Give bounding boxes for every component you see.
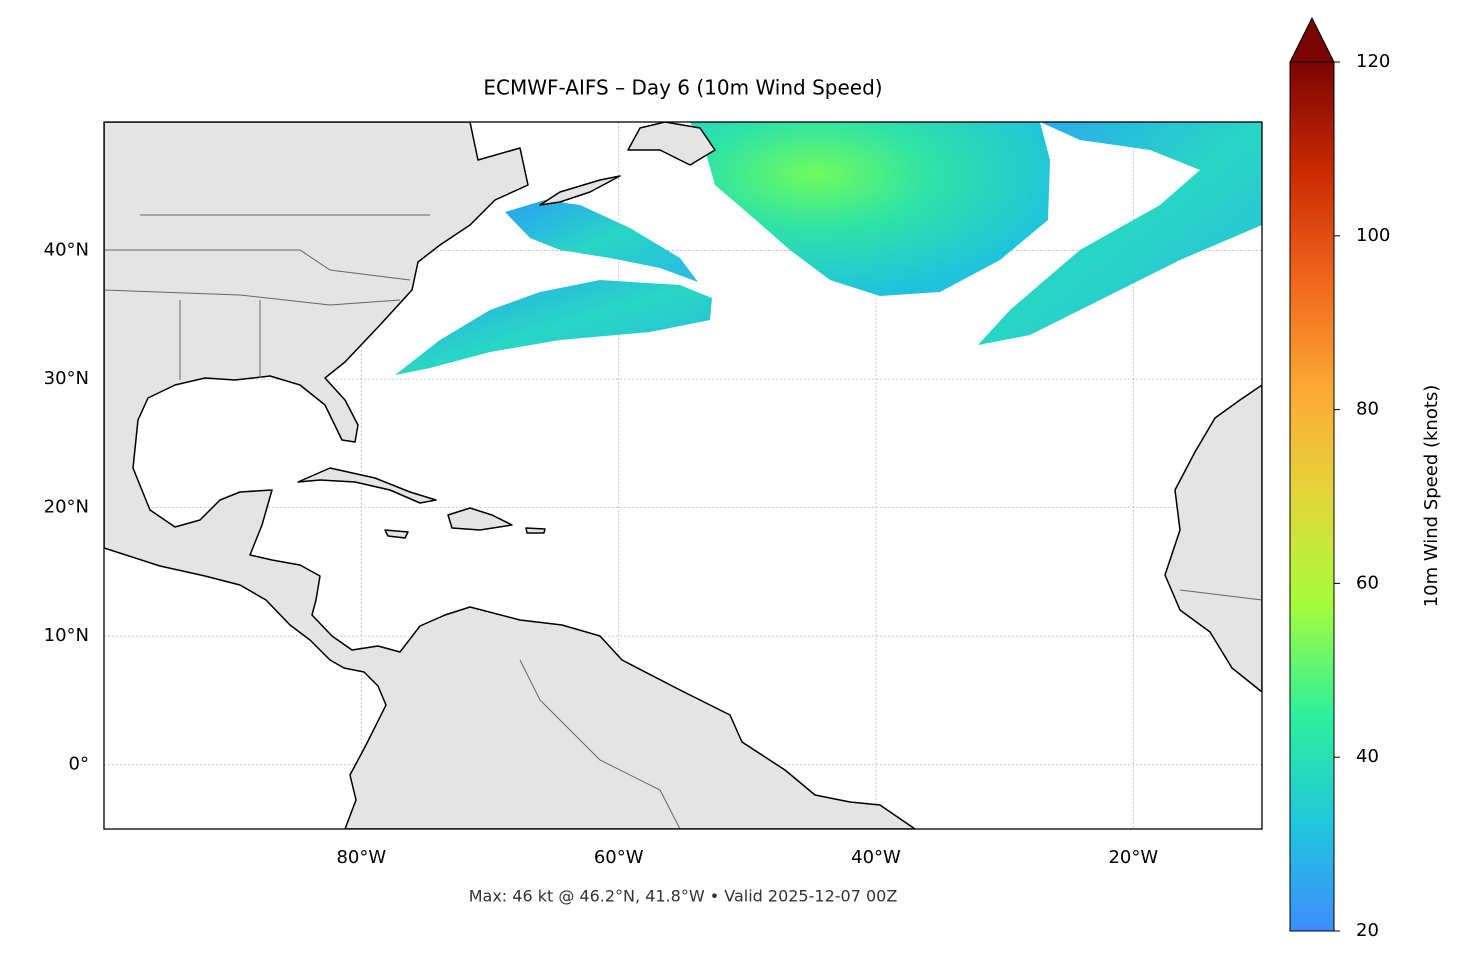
colorbar-tick-label: 100 [1356, 225, 1390, 246]
colorbar-tick-label: 120 [1356, 51, 1390, 72]
border [104, 289, 401, 306]
chart-title: ECMWF-AIFS – Day 6 (10m Wind Speed) [483, 76, 882, 100]
island [539, 175, 621, 206]
island [447, 507, 513, 531]
y-tick-label: 10°N [44, 625, 89, 646]
colorbar-tick-label: 20 [1356, 920, 1379, 941]
x-tick-label: 20°W [1108, 847, 1158, 868]
island [525, 527, 546, 534]
colorbar-tick-label: 40 [1356, 746, 1379, 767]
footer-note: Max: 46 kt @ 46.2°N, 41.8°W • Valid 2025… [469, 887, 898, 906]
map-layer [104, 122, 1262, 829]
colorbar-tick-label: 60 [1356, 572, 1379, 593]
x-tick-label: 80°W [336, 847, 386, 868]
wind-area [395, 280, 712, 375]
island [384, 529, 409, 539]
colorbar-label: 10m Wind Speed (knots) [1421, 385, 1442, 608]
border [519, 659, 681, 829]
y-tick-label: 30°N [44, 368, 89, 389]
island [627, 122, 716, 166]
wind-area [978, 122, 1262, 345]
y-tick-label: 40°N [44, 240, 89, 261]
border [1179, 589, 1262, 601]
colorbar-tick-label: 80 [1356, 399, 1379, 420]
plot-frame [103, 121, 1263, 830]
land [1164, 384, 1262, 693]
land [104, 122, 916, 829]
x-tick-label: 60°W [594, 847, 644, 868]
border [104, 249, 411, 281]
wind-area [505, 200, 698, 282]
colorbar-extend [1289, 16, 1335, 63]
y-tick-label: 20°N [44, 497, 89, 518]
colorbar [1289, 61, 1335, 932]
island [297, 467, 437, 504]
wind-area [690, 122, 1050, 296]
x-tick-label: 40°W [851, 847, 901, 868]
y-tick-label: 0° [69, 754, 89, 775]
